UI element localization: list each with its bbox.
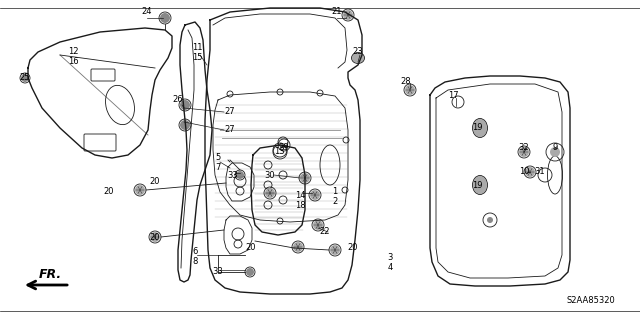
- Circle shape: [21, 74, 29, 82]
- Text: S2AA85320: S2AA85320: [566, 296, 615, 305]
- Text: 27: 27: [225, 108, 236, 116]
- Text: FR.: FR.: [39, 268, 62, 281]
- Ellipse shape: [473, 176, 487, 194]
- Text: 14: 14: [295, 190, 305, 199]
- Circle shape: [487, 217, 493, 223]
- Text: 1: 1: [332, 188, 338, 197]
- Circle shape: [343, 10, 353, 20]
- Circle shape: [330, 245, 340, 255]
- Text: 21: 21: [332, 8, 342, 17]
- Text: 18: 18: [294, 201, 305, 210]
- Text: 20: 20: [150, 233, 160, 241]
- Text: 31: 31: [534, 167, 545, 176]
- Text: 20: 20: [104, 187, 115, 196]
- Circle shape: [180, 100, 190, 110]
- Text: 6: 6: [192, 247, 198, 256]
- Circle shape: [246, 268, 254, 276]
- Text: 32: 32: [518, 144, 529, 152]
- Ellipse shape: [352, 53, 364, 63]
- Text: 33: 33: [228, 170, 238, 180]
- Text: 26: 26: [173, 95, 183, 105]
- Circle shape: [135, 185, 145, 195]
- Text: 17: 17: [448, 91, 458, 100]
- Circle shape: [313, 220, 323, 230]
- Text: 9: 9: [552, 144, 557, 152]
- Text: 19: 19: [472, 123, 483, 132]
- Circle shape: [265, 188, 275, 198]
- Text: 23: 23: [353, 48, 364, 56]
- Circle shape: [236, 171, 244, 179]
- Text: 25: 25: [20, 72, 30, 81]
- Text: 24: 24: [141, 8, 152, 17]
- Text: 12: 12: [68, 48, 78, 56]
- Text: 7: 7: [215, 162, 221, 172]
- Text: 5: 5: [216, 152, 221, 161]
- Text: 19: 19: [472, 181, 483, 189]
- Circle shape: [519, 147, 529, 157]
- Text: 28: 28: [401, 78, 412, 86]
- Ellipse shape: [473, 119, 487, 137]
- Text: 27: 27: [225, 125, 236, 135]
- Text: 4: 4: [387, 263, 392, 272]
- Text: 13: 13: [274, 147, 284, 157]
- Circle shape: [550, 147, 560, 157]
- Circle shape: [180, 120, 190, 130]
- Text: 29: 29: [279, 143, 289, 152]
- Text: 20: 20: [246, 242, 256, 251]
- Circle shape: [160, 13, 170, 23]
- Text: 20: 20: [150, 176, 160, 186]
- Text: 11: 11: [192, 43, 202, 53]
- Text: 33: 33: [212, 268, 223, 277]
- Circle shape: [525, 167, 535, 177]
- Circle shape: [293, 242, 303, 252]
- Text: 10: 10: [519, 167, 529, 176]
- Text: 15: 15: [192, 54, 202, 63]
- Circle shape: [310, 190, 320, 200]
- Circle shape: [300, 173, 310, 183]
- Text: 16: 16: [68, 57, 78, 66]
- Text: 2: 2: [332, 197, 338, 206]
- Text: 22: 22: [320, 227, 330, 236]
- Text: 30: 30: [265, 170, 275, 180]
- Text: 8: 8: [192, 256, 198, 265]
- Circle shape: [150, 232, 160, 242]
- Circle shape: [405, 85, 415, 95]
- Text: 20: 20: [348, 242, 358, 251]
- Text: 3: 3: [387, 254, 393, 263]
